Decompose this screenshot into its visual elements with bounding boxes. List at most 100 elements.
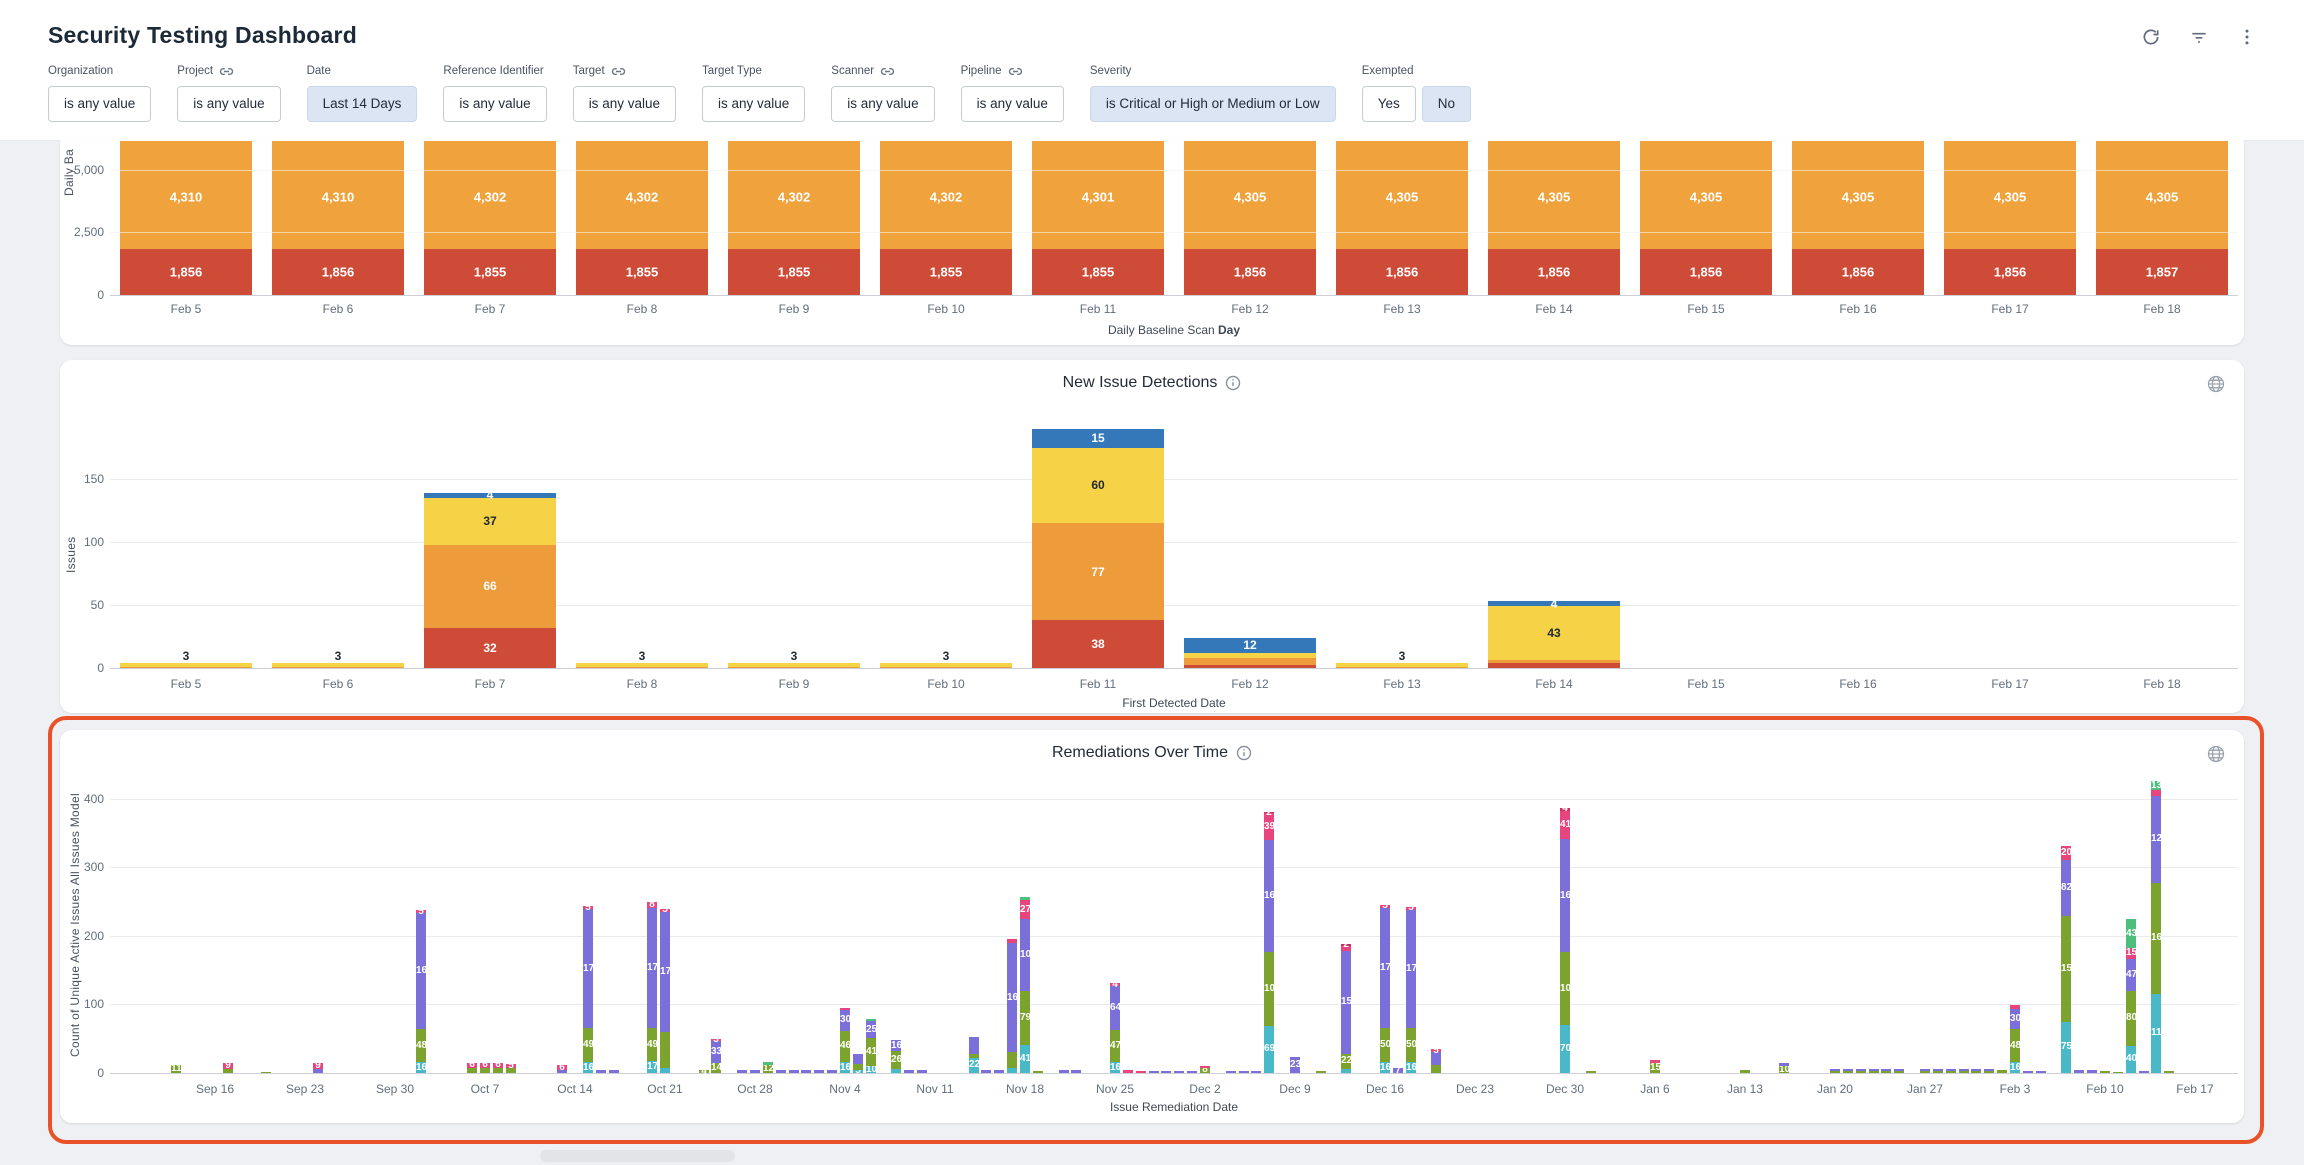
bar-segment-k[interactable] [1136,1070,1146,1073]
bar-segment-k[interactable]: 5 [583,903,593,912]
bar-segment-p[interactable] [1946,1069,1956,1071]
bar-segment-t[interactable]: 17 [647,1061,657,1073]
bar-segment-k[interactable]: 5 [1380,901,1390,911]
bar-segment-p[interactable]: 105 [1020,918,1030,991]
bar-segment-t[interactable]: 10 [866,1065,876,1074]
bar-segment-k[interactable]: 6 [493,1060,503,1070]
bar-segment-k[interactable]: 20 [2061,846,2071,860]
chart3-bar[interactable]: 16 50 175 5 [1380,901,1390,1073]
bar-segment-e[interactable]: 13 [2151,781,2161,790]
bar-segment-k[interactable] [2151,790,2161,796]
bar-segment-k[interactable]: 5 [506,1061,516,1070]
bar-segment-k[interactable]: 15 [2126,948,2136,959]
bar-segment-p[interactable] [814,1070,824,1073]
bar-segment-t[interactable]: 16 [1110,1062,1120,1073]
chart3-bar[interactable] [1251,1070,1261,1073]
bar-segment-g[interactable] [2100,1070,2110,1073]
bar-segment-k[interactable]: 8 [647,900,657,910]
chart3-bar[interactable] [981,1070,991,1073]
bar-segment-p[interactable]: 169 [416,913,426,1030]
bar-segment-blue[interactable]: 15 [1031,428,1165,448]
bar-segment-g[interactable] [1959,1070,1969,1073]
bar-segment-g[interactable] [223,1068,233,1073]
bar-segment-g[interactable]: 14 [711,1063,721,1073]
bar-segment-g[interactable]: 48 [416,1029,426,1063]
chart3-bar[interactable]: 8 [1200,1065,1210,1075]
chart3-bar[interactable]: 15 [1650,1060,1660,1073]
bar-segment-p[interactable] [1881,1069,1891,1071]
bar-segment-g[interactable] [1586,1070,1596,1073]
bar-segment-k[interactable] [1341,945,1351,952]
bar-segment-p[interactable] [313,1068,323,1073]
bar-segment-g[interactable] [1740,1070,1750,1073]
bar-segment-k[interactable]: 27 [1020,900,1030,919]
bar-segment-orange[interactable] [1335,666,1469,668]
bar-segment-p[interactable] [917,1070,927,1073]
bar-segment-p[interactable]: 175 [660,912,670,1032]
chart3-bar[interactable] [596,1070,606,1073]
bar-segment-p[interactable] [776,1070,786,1073]
bar-segment-g[interactable]: 11 [171,1064,181,1074]
chart3-bar[interactable] [801,1070,811,1073]
bar-segment-g[interactable]: 106 [1560,952,1570,1026]
chart3-bar[interactable] [2139,1070,2149,1073]
chart3-bar[interactable] [1869,1069,1879,1073]
chart3-bar[interactable] [1984,1069,1994,1073]
chart3-bar[interactable] [1123,1070,1133,1073]
filter-value[interactable]: is Critical or High or Medium or Low [1089,86,1336,122]
chart3-bar[interactable] [1136,1070,1146,1073]
chart3-bar[interactable]: 69 108 163 39 2 [1264,808,1274,1073]
chart3-bar[interactable] [1830,1069,1840,1073]
bar-segment-p[interactable] [1856,1069,1866,1071]
bar-segment-g[interactable]: 50 [1380,1027,1390,1063]
bar-segment-p[interactable] [904,1070,914,1073]
chart3-bar[interactable] [1843,1069,1853,1073]
bar-segment-g[interactable] [2164,1070,2174,1073]
filter-value[interactable]: Last 14 Days [306,86,418,122]
chart3-bar[interactable] [994,1070,1004,1073]
bar-segment-k[interactable]: 39 [1264,813,1274,841]
bar-segment-orange[interactable] [727,666,861,668]
bar-segment-yellow[interactable]: 3 [271,650,405,667]
bar-segment-g[interactable]: 154 [2061,916,2071,1022]
chart3-bar[interactable] [1059,1070,1069,1073]
bar-segment-k[interactable] [1007,939,1017,943]
bar-segment-g[interactable]: 4 [699,1067,709,1076]
chart3-bar[interactable] [750,1070,760,1073]
bar-segment-yellow[interactable]: 3 [879,650,1013,667]
chart3-bar[interactable] [1187,1070,1197,1073]
bar-segment-p[interactable]: 33 [711,1040,721,1064]
bar-segment-k[interactable] [1650,1060,1660,1063]
chart3-bar[interactable] [1920,1069,1930,1073]
bar-segment-e[interactable] [763,1062,773,1065]
bar-segment-p[interactable] [994,1070,1004,1073]
bar-segment-k[interactable]: 4 [1110,980,1120,989]
chart3-bar[interactable] [2074,1070,2084,1073]
bar-segment-yellow[interactable]: 3 [575,650,709,667]
kebab-menu-icon[interactable] [2236,26,2258,48]
chart3-bar[interactable] [1894,1069,1904,1073]
bar-segment-p[interactable] [1971,1069,1981,1071]
bar-segment-p[interactable]: 174 [583,909,593,1029]
bar-segment-p[interactable]: 127 [2151,795,2161,883]
bar-segment-p[interactable]: 172 [1406,909,1416,1028]
bar-segment-p[interactable]: 25 [866,1020,876,1039]
chart3-bar[interactable]: 9 [223,1061,233,1073]
chart3-bar[interactable]: 16 48 30 [2010,1004,2020,1073]
bar-segment-t[interactable] [1007,1067,1017,1073]
bar-segment-t[interactable]: 69 [1264,1025,1274,1073]
bar-segment-t[interactable]: 70 [1560,1025,1570,1073]
chart3-bar[interactable]: 16 50 172 5 [1406,903,1416,1073]
filter-value[interactable]: Yes [1361,86,1416,122]
chart3-bar[interactable]: 6 [557,1063,567,1073]
bar-segment-p[interactable] [750,1070,760,1073]
bar-segment-g[interactable]: 47 [1110,1029,1120,1063]
bar-segment-t[interactable]: 16 [840,1062,850,1073]
bar-segment-g[interactable] [1946,1070,1956,1073]
bar-segment-p[interactable]: 160 [1007,942,1017,1053]
chart3-bar[interactable] [1997,1070,2007,1073]
bar-segment-g[interactable] [480,1067,490,1073]
bar-segment-p[interactable] [737,1070,747,1073]
bar-segment-e[interactable] [1020,896,1030,901]
bar-segment-g[interactable] [853,1064,863,1070]
